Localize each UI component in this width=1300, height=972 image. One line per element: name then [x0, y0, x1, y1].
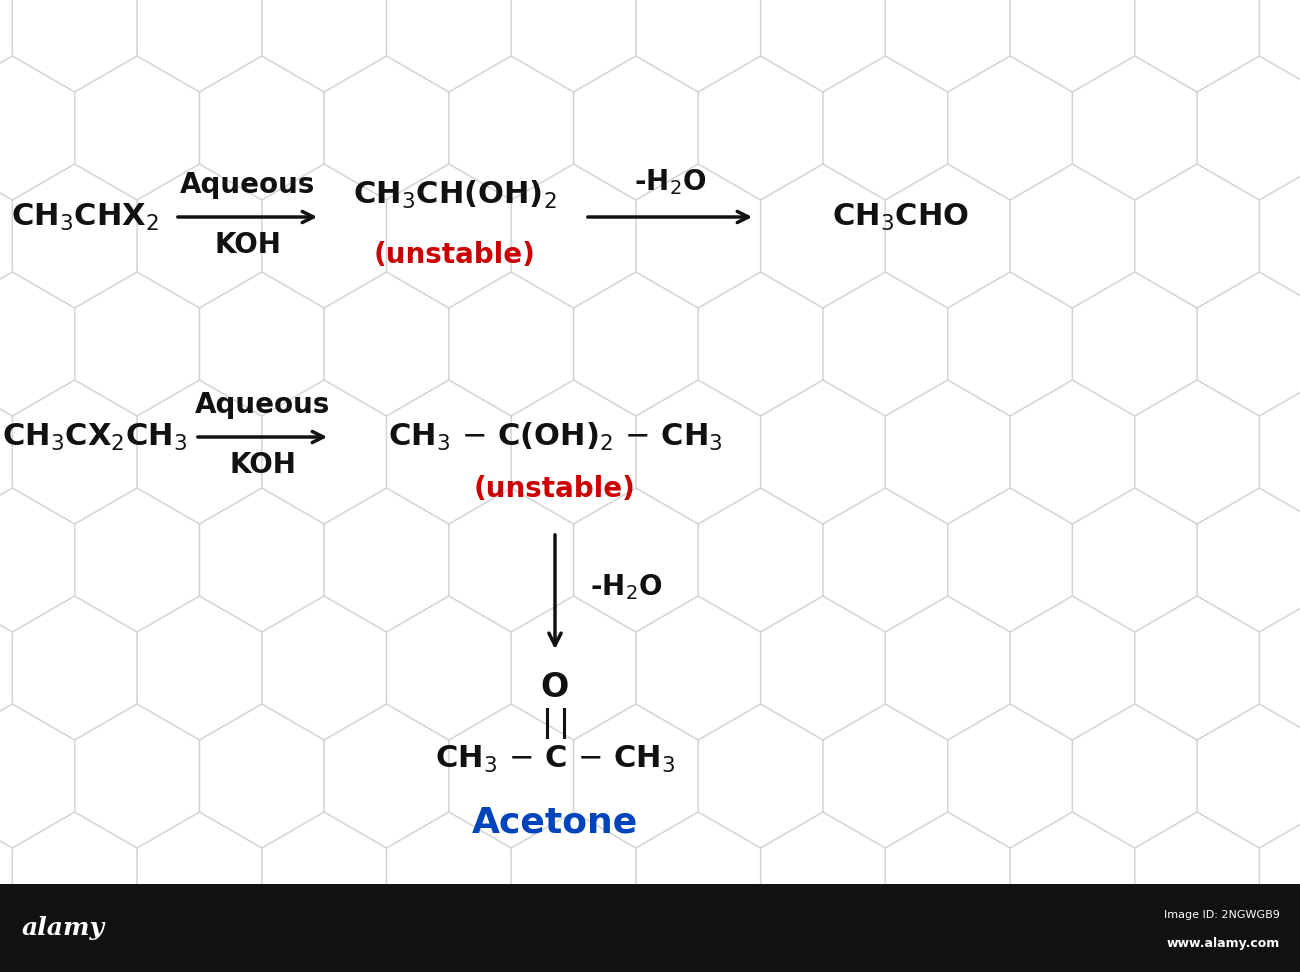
Text: KOH: KOH	[214, 231, 281, 259]
Text: -H$_2$O: -H$_2$O	[590, 573, 662, 602]
Text: CH$_3$CHO: CH$_3$CHO	[832, 201, 968, 232]
Text: www.alamy.com: www.alamy.com	[1167, 937, 1280, 951]
Text: -H$_2$O: -H$_2$O	[634, 167, 706, 197]
Text: (unstable): (unstable)	[474, 475, 636, 503]
Text: CH$_3$ $-$ C(OH)$_2$ $-$ CH$_3$: CH$_3$ $-$ C(OH)$_2$ $-$ CH$_3$	[387, 421, 723, 453]
Bar	[0, 884, 1300, 972]
Text: alamy: alamy	[22, 916, 105, 940]
Text: KOH: KOH	[229, 451, 296, 479]
Text: Aqueous: Aqueous	[195, 391, 330, 419]
Text: CH$_3$ $-$ C $-$ CH$_3$: CH$_3$ $-$ C $-$ CH$_3$	[434, 744, 676, 775]
Text: CH$_3$CH(OH)$_2$: CH$_3$CH(OH)$_2$	[354, 179, 556, 211]
Text: Aqueous: Aqueous	[179, 171, 315, 199]
Text: CH$_3$CX$_2$CH$_3$: CH$_3$CX$_2$CH$_3$	[3, 422, 187, 453]
Text: CH$_3$CHX$_2$: CH$_3$CHX$_2$	[12, 201, 159, 232]
Text: (unstable): (unstable)	[374, 241, 536, 269]
Text: Image ID: 2NGWGB9: Image ID: 2NGWGB9	[1164, 910, 1280, 920]
Text: O: O	[541, 671, 569, 704]
Text: Acetone: Acetone	[472, 805, 638, 839]
